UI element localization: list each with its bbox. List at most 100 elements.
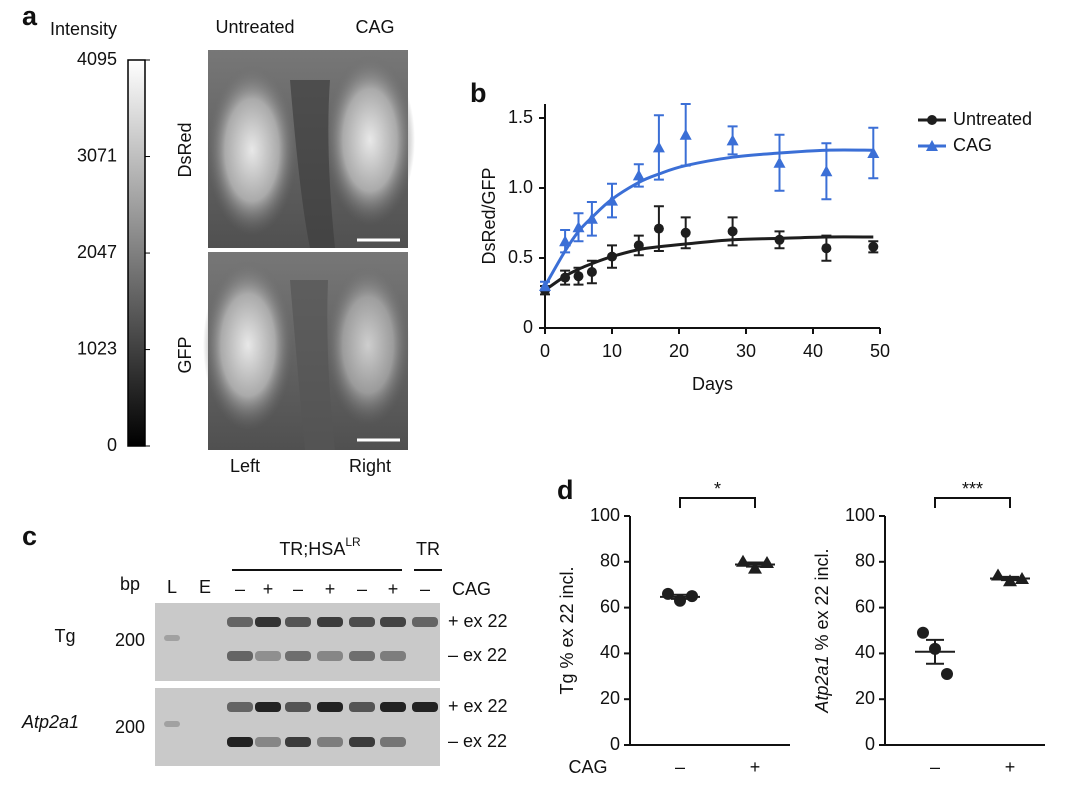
group-name: TR;HSA [279, 539, 345, 559]
colorbar-tick-label: 3071 [77, 145, 117, 165]
gel-band [349, 702, 375, 712]
x-tick-label: 50 [870, 341, 890, 361]
colorbar [127, 59, 146, 447]
gel-band [380, 737, 406, 747]
data-point [606, 194, 618, 206]
fit-curve [543, 148, 874, 287]
x-tick-label: 20 [669, 341, 689, 361]
group-label: TR;HSALR [279, 535, 361, 559]
significance-bracket [679, 497, 756, 508]
data-point [726, 134, 739, 146]
tissue-images [203, 50, 415, 450]
x-tick-label: + [750, 757, 761, 777]
y-axis-label: Atp2a1 % ex 22 incl. [812, 548, 832, 713]
gel-band [227, 737, 253, 747]
gel-band [349, 737, 375, 747]
data-point [560, 272, 571, 283]
gel-band [349, 651, 375, 661]
y-tick-label: 100 [590, 505, 620, 525]
y-tick-label: 1.0 [508, 177, 533, 197]
lane-label: L [167, 577, 177, 597]
lane-sign: – [420, 579, 430, 599]
band-label: – ex 22 [448, 731, 507, 751]
significance-bracket [934, 497, 1011, 508]
colorbar-tick-label: 1023 [77, 338, 117, 358]
error-bar [1001, 575, 1019, 582]
group-superscript: LR [345, 535, 361, 549]
data-point [941, 668, 953, 681]
gel-band [285, 651, 311, 661]
data-point [727, 226, 738, 237]
x-tick-label: + [1005, 757, 1016, 777]
control-label: TR [416, 539, 440, 559]
y-tick-label: 20 [600, 688, 620, 708]
data-point [679, 128, 692, 140]
data-point [652, 141, 665, 153]
gel-band [380, 617, 406, 627]
band-label: + ex 22 [448, 611, 508, 631]
data-point [917, 626, 929, 639]
data-point [748, 561, 762, 574]
gel-band [227, 617, 253, 627]
legend-label: Untreated [953, 109, 1032, 129]
data-point [868, 241, 879, 252]
significance-label: *** [962, 479, 983, 499]
gel-band [317, 651, 343, 661]
gel-band [380, 702, 406, 712]
lane-sign: + [325, 579, 336, 599]
side-label: Right [349, 456, 391, 476]
treatment-label: CAG [452, 579, 491, 599]
band-label: – ex 22 [448, 645, 507, 665]
data-point [607, 251, 617, 262]
lane-label: E [199, 577, 211, 597]
gel-band [255, 702, 281, 712]
lane-sign: – [235, 579, 245, 599]
y-tick-label: 0.5 [508, 247, 533, 267]
legend-label: CAG [953, 135, 992, 155]
x-tick-label: 40 [803, 341, 823, 361]
data-point [559, 235, 572, 247]
ladder-band [164, 721, 180, 727]
x-tick-label: 30 [736, 341, 756, 361]
y-tick-label: 80 [855, 551, 875, 571]
row-label: DsRed [175, 122, 195, 177]
data-point [820, 165, 833, 177]
data-point [586, 267, 597, 277]
colorbar-title: Intensity [50, 19, 117, 39]
x-tick-label: 10 [602, 341, 622, 361]
gel-band [227, 702, 253, 712]
y-axis-label-gene: Atp2a1 [812, 656, 832, 714]
lane-sign: + [388, 579, 399, 599]
legend-marker [926, 140, 938, 151]
panel-label: a [22, 1, 38, 31]
significance-label: * [714, 479, 721, 499]
lane-sign: + [263, 579, 274, 599]
panel-label: c [22, 521, 37, 551]
gel-band [412, 702, 438, 712]
gel-band [317, 702, 343, 712]
panel-label: d [557, 475, 574, 505]
error-bar [926, 638, 944, 665]
data-point [572, 221, 585, 233]
data-point [774, 234, 785, 245]
y-axis-label-text: Tg % ex 22 incl. [557, 566, 577, 694]
gel-band [285, 617, 311, 627]
column-label: Untreated [215, 17, 294, 37]
side-label: Left [230, 456, 260, 476]
y-axis-label: DsRed/GFP [479, 167, 499, 264]
gel-band [349, 617, 375, 627]
data-point [680, 227, 691, 238]
gel-band [285, 737, 311, 747]
data-point [585, 212, 598, 224]
gel [155, 603, 440, 681]
gel-band [317, 617, 343, 627]
gel-band [380, 651, 406, 661]
gene-label: Atp2a1 [21, 712, 79, 732]
size-label: 200 [115, 630, 145, 650]
data-point [573, 271, 584, 282]
legend-marker [927, 115, 937, 125]
lane-sign: – [357, 579, 367, 599]
gel-band [227, 651, 253, 661]
row-label: GFP [175, 336, 195, 373]
